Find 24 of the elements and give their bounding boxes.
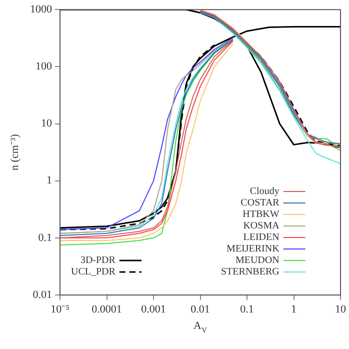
legend-label: MEIJERINK <box>226 244 280 255</box>
y-tick-label: 0.1 <box>38 232 52 244</box>
y-tick-label: 10 <box>41 118 52 130</box>
x-tick-label: 10⁻⁵ <box>50 303 70 316</box>
legend-label: HTBKW <box>242 209 280 220</box>
legend-label: KOSMA <box>243 220 280 232</box>
legend-label: MEUDON <box>235 255 280 266</box>
y-tick-label: 1000 <box>30 3 52 16</box>
x-tick-label: 10 <box>335 303 346 316</box>
y-axis-title: n (cm⁻³) <box>9 134 21 170</box>
legend-label: COSTAR <box>240 198 280 209</box>
x-tick-label: 1 <box>291 303 296 316</box>
x-tick-label: 0.01 <box>190 303 210 316</box>
x-tick-label: 0.1 <box>240 303 254 316</box>
legend-label: 3D-PDR <box>80 255 116 266</box>
legend-label: STERNBERG <box>220 266 280 278</box>
x-tick-label: 0.0001 <box>92 303 122 316</box>
y-tick-label: 0.01 <box>32 288 52 301</box>
y-tick-label: 1 <box>46 174 52 187</box>
y-tick-label: 100 <box>36 60 52 73</box>
legend-label: Cloudy <box>250 186 280 198</box>
x-tick-label: 0.001 <box>141 303 166 316</box>
legend-label: UCL_PDR <box>71 266 116 278</box>
legend-label: LEIDEN <box>243 232 280 244</box>
